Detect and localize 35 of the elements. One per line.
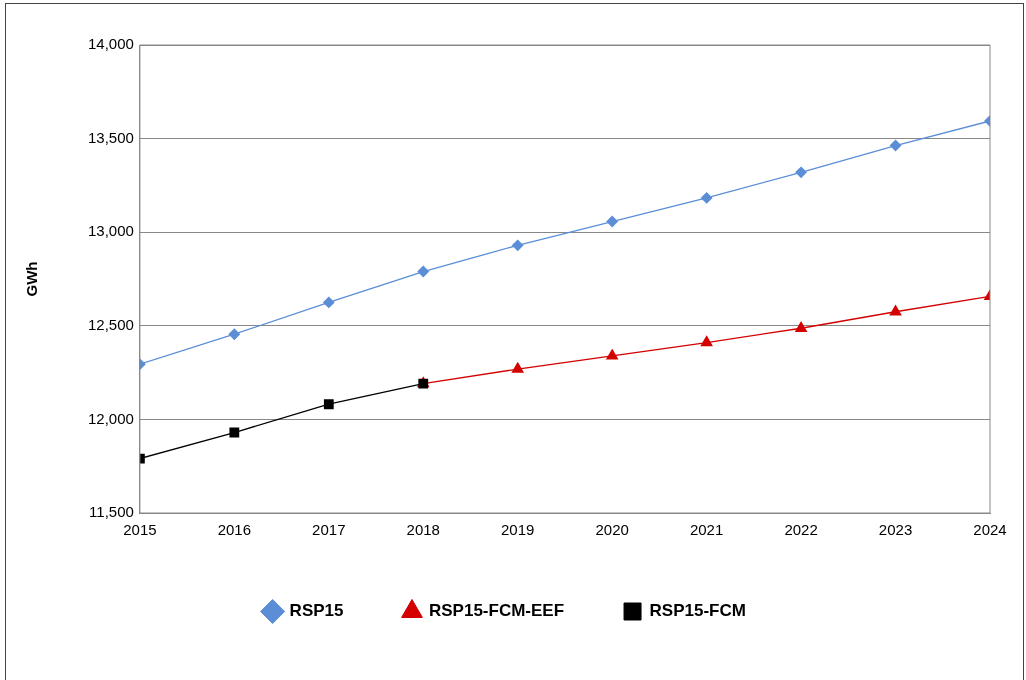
point [228, 328, 240, 340]
point [700, 192, 713, 204]
point [323, 399, 334, 410]
point [795, 166, 807, 178]
point [417, 265, 429, 278]
x-tick-label: 2021 [689, 521, 724, 539]
point [606, 349, 619, 360]
x-tick-label: 2017 [312, 521, 346, 539]
point [889, 139, 902, 152]
legend-label: RSP15 [289, 601, 344, 621]
x-tick-label: 2019 [501, 521, 535, 539]
point [511, 362, 524, 373]
point [229, 427, 240, 438]
point [889, 305, 902, 316]
x-tick-label: 2023 [878, 521, 913, 539]
y-axis-title: GWh [23, 261, 41, 297]
y-tick-label: 13,000 [87, 222, 134, 240]
y-tick-label: 14,000 [87, 35, 134, 53]
point [606, 215, 618, 228]
legend-label: RSP15-FCM [649, 601, 746, 621]
x-tick-label: 2024 [973, 521, 1007, 539]
point [700, 336, 713, 347]
point [795, 321, 807, 332]
legend-label: RSP15-FCM-EEF [428, 601, 565, 621]
y-tick-label: 12,000 [87, 409, 134, 427]
point [323, 296, 335, 309]
x-tick-label: 2015 [123, 521, 157, 539]
x-tick-label: 2018 [406, 521, 440, 539]
x-tick-label: 2016 [217, 521, 252, 539]
y-tick-label: 11,500 [89, 503, 134, 521]
point [512, 239, 524, 251]
x-tick-label: 2020 [595, 521, 629, 539]
y-tick-label: 12,500 [87, 315, 134, 333]
x-tick-label: 2022 [784, 521, 818, 539]
y-tick-label: 13,500 [87, 128, 134, 146]
